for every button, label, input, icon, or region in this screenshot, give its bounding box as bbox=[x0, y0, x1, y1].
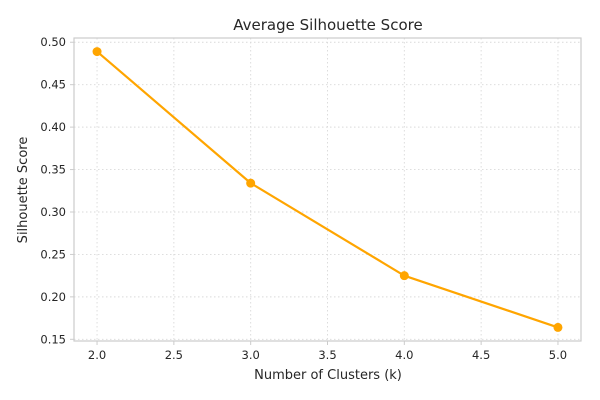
axis-ticks: 2.0 2.5 3.0 3.5 4.0 4.5 5.0 0.15 0.20 0.25 0.30 0.3… bbox=[40, 35, 567, 362]
x-tick-label: 2.5 bbox=[165, 348, 183, 362]
y-tick-label: 0.35 bbox=[40, 163, 66, 177]
data-point bbox=[553, 322, 563, 332]
y-tick-label: 0.20 bbox=[40, 290, 66, 304]
data-point bbox=[399, 271, 409, 281]
x-axis-label: Number of Clusters (k) bbox=[254, 368, 402, 383]
x-tick-label: 5.0 bbox=[549, 348, 567, 362]
x-tick-label: 4.0 bbox=[395, 348, 413, 362]
grid bbox=[74, 38, 581, 341]
x-tick-label: 2.0 bbox=[88, 348, 106, 362]
y-tick-label: 0.50 bbox=[40, 35, 66, 49]
data-point bbox=[246, 178, 256, 188]
y-axis-label: Silhouette Score bbox=[16, 137, 31, 244]
y-tick-label: 0.40 bbox=[40, 120, 66, 134]
data-series bbox=[92, 47, 563, 332]
x-tick-label: 3.5 bbox=[318, 348, 336, 362]
y-tick-label: 0.45 bbox=[40, 78, 66, 92]
x-tick-label: 4.5 bbox=[472, 348, 490, 362]
data-point bbox=[92, 47, 102, 57]
series-line bbox=[95, 50, 560, 329]
y-tick-label: 0.15 bbox=[40, 332, 66, 346]
y-tick-label: 0.25 bbox=[40, 247, 66, 261]
chart-title: Average Silhouette Score bbox=[233, 16, 422, 34]
y-tick-label: 0.30 bbox=[40, 205, 66, 219]
x-tick-label: 3.0 bbox=[242, 348, 260, 362]
